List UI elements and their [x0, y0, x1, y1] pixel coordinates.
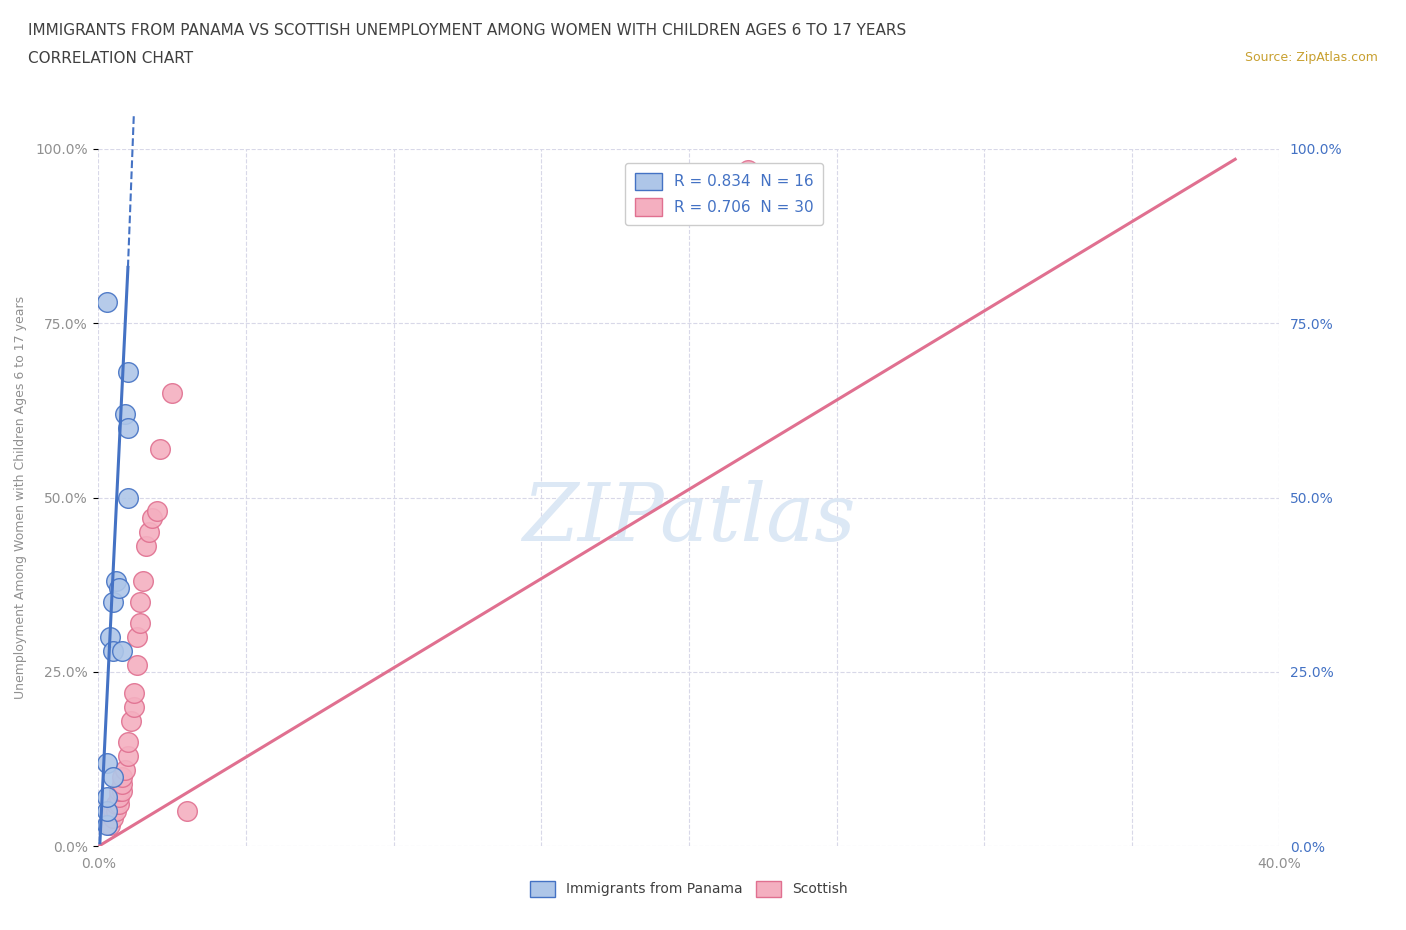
- Point: [146, 504, 169, 519]
- Point: [114, 406, 136, 421]
- Point: [120, 713, 142, 728]
- Point: [149, 442, 172, 457]
- Text: CORRELATION CHART: CORRELATION CHART: [28, 51, 193, 66]
- Point: [103, 644, 125, 658]
- Point: [128, 616, 150, 631]
- Point: [111, 776, 134, 790]
- Point: [117, 365, 139, 379]
- Point: [96, 295, 118, 310]
- Point: [108, 797, 131, 812]
- Point: [176, 804, 198, 819]
- Point: [103, 595, 125, 610]
- Point: [108, 790, 131, 805]
- Legend: R = 0.834  N = 16, R = 0.706  N = 30: R = 0.834 N = 16, R = 0.706 N = 30: [626, 164, 823, 225]
- Point: [103, 811, 125, 826]
- Point: [117, 735, 139, 750]
- Point: [103, 804, 125, 819]
- Point: [105, 797, 128, 812]
- Point: [96, 790, 118, 805]
- Point: [111, 644, 134, 658]
- Point: [162, 386, 183, 401]
- Y-axis label: Unemployment Among Women with Children Ages 6 to 17 years: Unemployment Among Women with Children A…: [14, 296, 27, 699]
- Point: [103, 769, 125, 784]
- Point: [141, 512, 163, 526]
- Point: [117, 748, 139, 763]
- Point: [125, 658, 148, 672]
- Text: IMMIGRANTS FROM PANAMA VS SCOTTISH UNEMPLOYMENT AMONG WOMEN WITH CHILDREN AGES 6: IMMIGRANTS FROM PANAMA VS SCOTTISH UNEMP…: [28, 23, 907, 38]
- Point: [117, 420, 139, 435]
- Point: [737, 163, 759, 178]
- Point: [122, 685, 145, 700]
- Point: [132, 574, 155, 589]
- Point: [96, 818, 118, 833]
- Point: [108, 783, 131, 798]
- Point: [111, 783, 134, 798]
- Point: [111, 769, 134, 784]
- Point: [96, 804, 118, 819]
- Point: [122, 699, 145, 714]
- Point: [114, 763, 136, 777]
- Point: [105, 574, 128, 589]
- Point: [98, 818, 121, 833]
- Text: Source: ZipAtlas.com: Source: ZipAtlas.com: [1244, 51, 1378, 64]
- Point: [108, 580, 131, 596]
- Point: [98, 630, 121, 644]
- Point: [128, 595, 150, 610]
- Point: [135, 539, 157, 554]
- Point: [96, 755, 118, 770]
- Point: [105, 804, 128, 819]
- Point: [117, 490, 139, 505]
- Point: [125, 630, 148, 644]
- Text: ZIPatlas: ZIPatlas: [522, 480, 856, 557]
- Point: [138, 525, 160, 540]
